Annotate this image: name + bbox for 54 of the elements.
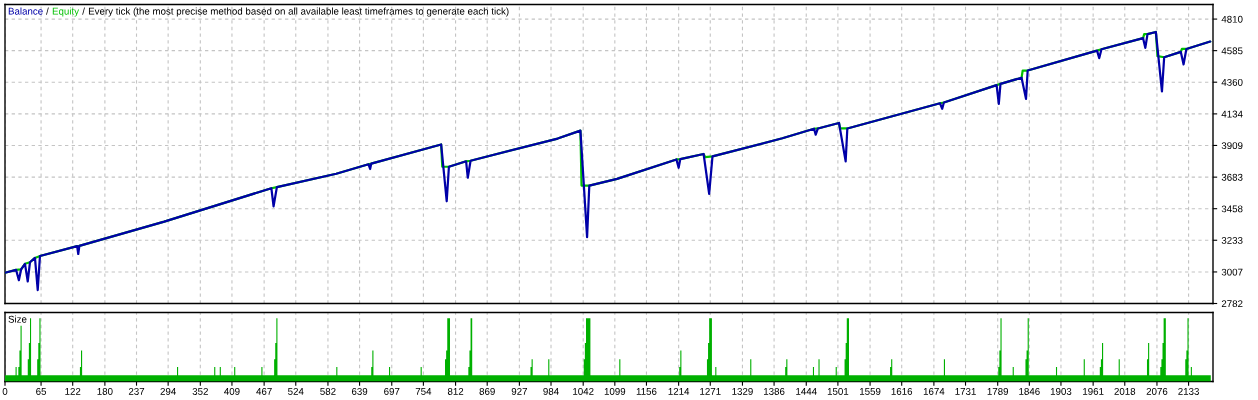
x-tick-label: 1961 — [1083, 388, 1104, 395]
x-tick-label: 0 — [2, 388, 8, 395]
y-tick-label: 3909 — [1221, 142, 1243, 150]
x-tick-label: 2133 — [1178, 388, 1199, 395]
x-tick-label: 927 — [511, 388, 528, 395]
x-tick-label: 1559 — [860, 388, 881, 395]
x-tick-label: 180 — [97, 388, 113, 395]
x-tick-label: 294 — [160, 388, 176, 395]
x-tick-label: 869 — [479, 388, 495, 395]
x-tick-label: 984 — [543, 388, 559, 395]
x-tick-label: 754 — [415, 388, 432, 395]
x-tick-label: 812 — [447, 388, 464, 395]
x-tick-label: 409 — [224, 388, 240, 395]
y-tick-label: 3007 — [1221, 268, 1243, 276]
chart-title: Every tick (the most precise method based on all available least timeframes to generate each tick) — [88, 7, 509, 17]
annotation: / — [82, 7, 85, 15]
y-tick-label: 3458 — [1221, 205, 1243, 213]
x-tick-label: 1099 — [604, 388, 626, 395]
x-tick-label: 1329 — [732, 388, 753, 395]
x-tick-label: 582 — [320, 388, 336, 395]
x-tick-label: 1386 — [764, 388, 785, 395]
x-tick-label: 65 — [36, 388, 47, 395]
x-tick-label: 1674 — [923, 388, 945, 395]
x-tick-label: 2076 — [1146, 388, 1168, 395]
x-tick-label: 1846 — [1019, 388, 1040, 395]
x-tick-label: 1444 — [796, 388, 817, 395]
x-tick-label: 1501 — [827, 388, 849, 395]
x-tick-label: 697 — [384, 388, 400, 395]
x-tick-label: 352 — [192, 388, 208, 395]
y-tick-label: 3233 — [1221, 236, 1243, 244]
x-tick-label: 467 — [256, 388, 272, 395]
text: Equity — [52, 7, 80, 17]
x-tick-label: 1271 — [700, 388, 721, 395]
y-tick-label: 4585 — [1221, 47, 1243, 55]
x-tick-label: 1903 — [1050, 388, 1072, 395]
x-tick-label: 1731 — [955, 388, 976, 395]
x-tick-label: 2018 — [1114, 388, 1136, 395]
text: Balance — [8, 7, 43, 15]
x-tick-label: 1042 — [573, 388, 594, 395]
y-tick-label: 4360 — [1221, 78, 1243, 86]
chart-title: Size — [8, 315, 27, 323]
x-tick-label: 1214 — [668, 388, 690, 395]
x-tick-label: 122 — [65, 388, 81, 395]
annotation: / — [46, 7, 49, 15]
x-tick-label: 1616 — [891, 388, 913, 395]
x-tick-label: 1789 — [987, 388, 1009, 395]
x-tick-label: 237 — [128, 388, 145, 395]
x-tick-label: 1156 — [636, 388, 657, 395]
y-tick-label: 3683 — [1221, 173, 1243, 181]
x-tick-label: 524 — [288, 388, 304, 395]
y-tick-label: 4134 — [1221, 110, 1243, 118]
y-tick-label: 4810 — [1221, 15, 1243, 23]
y-tick-label: 2782 — [1221, 300, 1243, 308]
x-tick-label: 639 — [351, 388, 368, 395]
